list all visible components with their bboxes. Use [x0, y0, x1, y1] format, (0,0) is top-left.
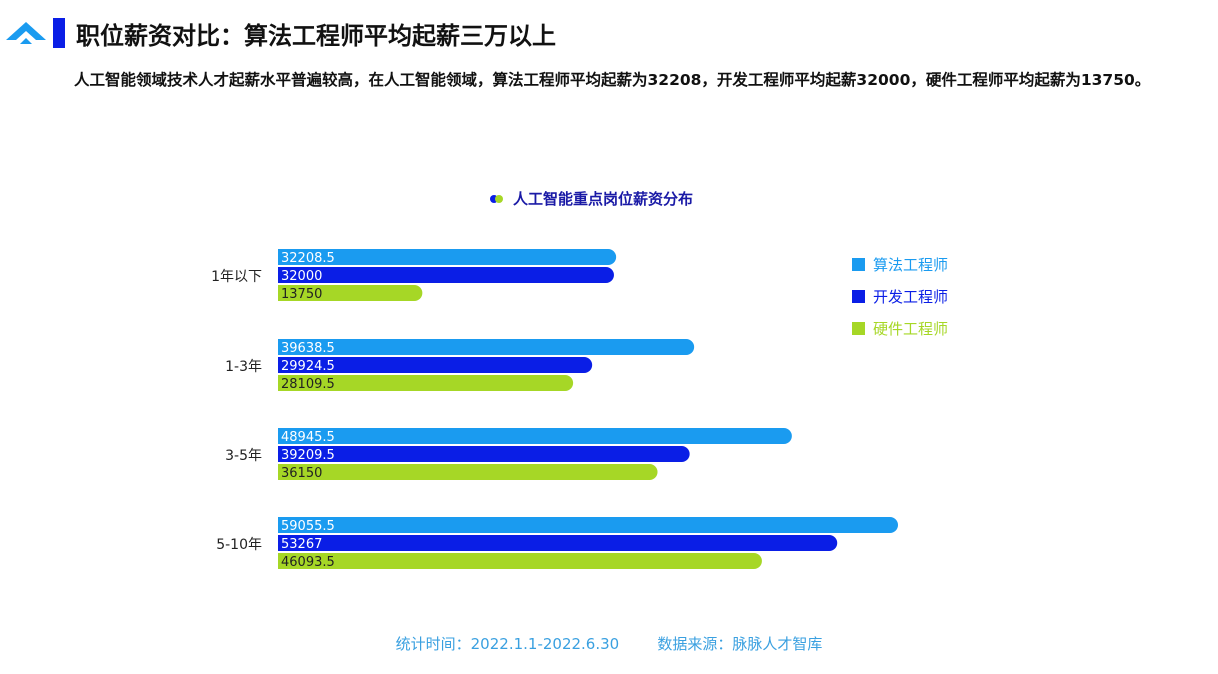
- legend-item: 算法工程师: [852, 248, 948, 280]
- bar-value-label: 59055.5: [281, 519, 335, 534]
- legend-swatch: [852, 257, 865, 271]
- legend-item: 硬件工程师: [852, 312, 948, 344]
- logo-icon: [6, 18, 65, 48]
- legend-swatch: [852, 289, 865, 303]
- legend-item: 开发工程师: [852, 280, 948, 312]
- chart-title: 人工智能重点岗位薪资分布: [490, 188, 693, 209]
- legend-label: 算法工程师: [873, 255, 949, 274]
- category-label: 5-10年: [216, 537, 262, 553]
- bar-value-label: 32208.5: [281, 251, 335, 266]
- bar: [278, 375, 574, 391]
- bar: [278, 339, 695, 355]
- bar: [278, 517, 898, 533]
- category-label: 1-3年: [225, 359, 262, 375]
- bar: [278, 464, 658, 480]
- bar: [278, 249, 617, 265]
- bar-value-label: 39209.5: [281, 448, 335, 463]
- bar-value-label: 29924.5: [281, 359, 335, 374]
- bar: [278, 357, 593, 373]
- category-label: 3-5年: [225, 448, 262, 464]
- bar-value-label: 36150: [281, 466, 322, 481]
- bar-value-label: 53267: [281, 537, 322, 552]
- bar: [278, 446, 690, 462]
- page-title: 职位薪资对比：算法工程师平均起薪三万以上: [76, 22, 556, 50]
- bar-value-label: 28109.5: [281, 377, 335, 392]
- bar-value-label: 46093.5: [281, 555, 335, 570]
- bar: [278, 535, 838, 551]
- bar: [278, 428, 792, 444]
- chart-legend: 算法工程师开发工程师硬件工程师: [852, 248, 948, 344]
- legend-swatch: [852, 321, 865, 335]
- bar: [278, 285, 423, 301]
- chart-title-text: 人工智能重点岗位薪资分布: [513, 190, 694, 208]
- bar: [278, 553, 762, 569]
- bar-value-label: 13750: [281, 287, 322, 302]
- category-label: 1年以下: [211, 269, 262, 285]
- legend-label: 硬件工程师: [873, 319, 949, 338]
- bar: [278, 267, 614, 283]
- chart-title-dot-icon: [490, 194, 503, 203]
- page-description: 人工智能领域技术人才起薪水平普遍较高，在人工智能领域，算法工程师平均起薪为322…: [74, 71, 1151, 89]
- bar-value-label: 39638.5: [281, 341, 335, 356]
- legend-label: 开发工程师: [873, 287, 949, 306]
- chart-footer: 统计时间：2022.1.1-2022.6.30 数据来源：脉脉人才智库: [395, 635, 823, 653]
- bar-value-label: 48945.5: [281, 430, 335, 445]
- bar-value-label: 32000: [281, 269, 322, 284]
